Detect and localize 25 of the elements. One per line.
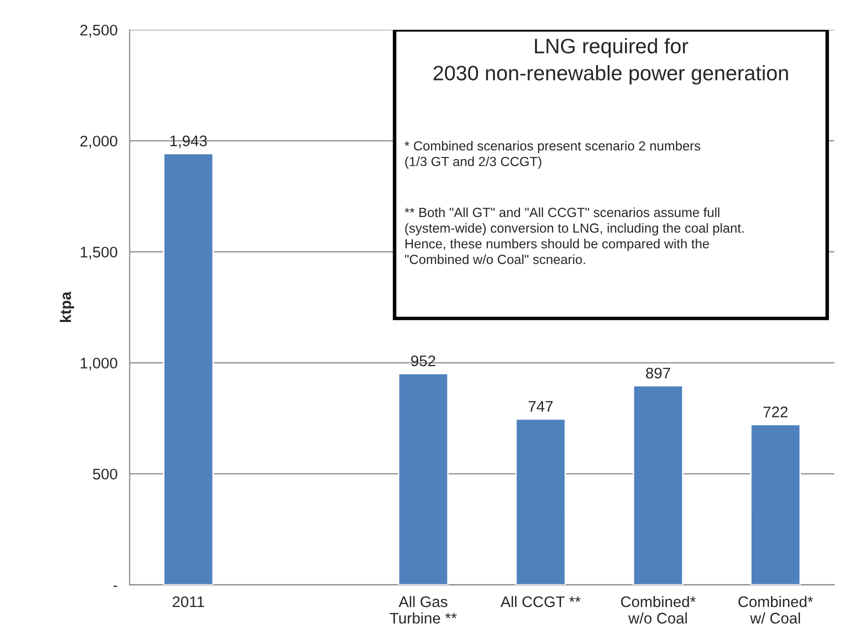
bar — [632, 385, 684, 585]
data-label: 1,943 — [170, 135, 207, 148]
bar — [163, 152, 214, 585]
y-tick-label: 1,500 — [80, 246, 118, 260]
y-tick-label: 2,500 — [80, 24, 118, 38]
data-label: 747 — [528, 401, 553, 412]
y-tick-label: 1,000 — [80, 358, 118, 370]
x-tick-label: All Gas Turbine ** — [390, 596, 457, 624]
x-tick-label: All CCGT ** — [500, 596, 581, 608]
annotation: * Combined scenarios present scenario 2 numbers (1/3 GT and 2/3 CCGT) — [404, 140, 700, 169]
bar — [398, 372, 449, 585]
data-label: 722 — [764, 406, 788, 418]
x-tick-label: Combined* w/ Coal — [738, 596, 814, 624]
y-tick-label: 500 — [92, 468, 118, 480]
y-tick-label: - — [113, 586, 118, 587]
bar — [750, 424, 801, 585]
x-tick-label: Combined* w/o Coal — [621, 596, 696, 624]
y-tick-label: 2,000 — [80, 136, 118, 148]
bar — [515, 418, 566, 585]
data-label: 897 — [646, 368, 670, 379]
annotation: ** Both "All GT" and "All CCGT" scenarios assume full (system-wide) conversion to LNG, including the coal plant. Hence, these numbers should be compared with the "Combined w/o Coal" scneario. — [404, 207, 744, 264]
data-label: 952 — [411, 355, 436, 366]
text: LNG required for 2030 non-renewable power generation — [434, 38, 788, 85]
y-axis-title: ktpa — [60, 292, 74, 322]
x-tick-label: 2011 — [172, 596, 204, 608]
